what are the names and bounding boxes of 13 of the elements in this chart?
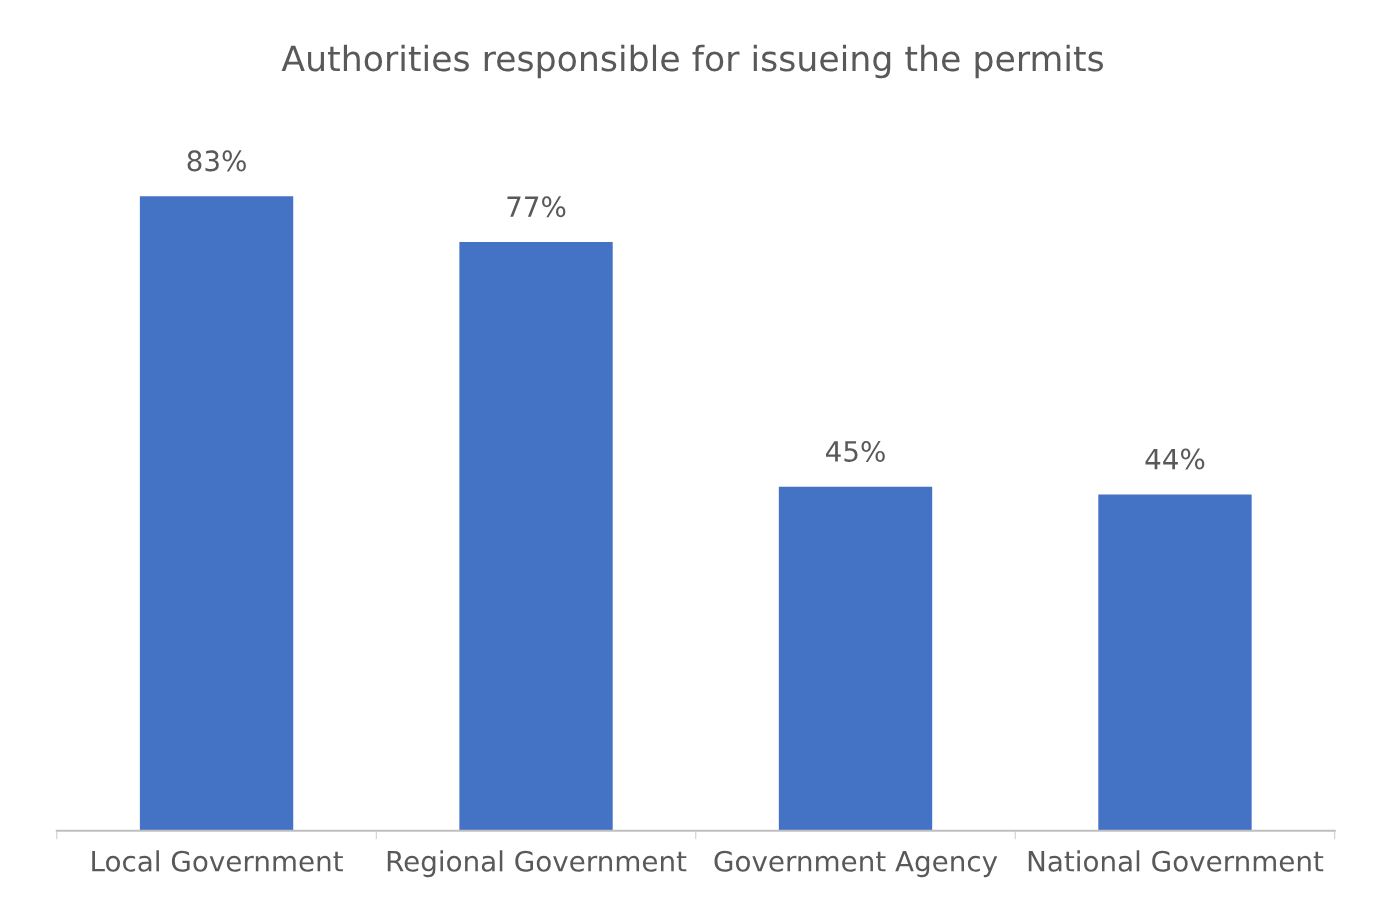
bar xyxy=(1098,494,1252,831)
x-tick-label: Government Agency xyxy=(714,850,998,878)
data-label: 77% xyxy=(507,196,566,218)
bar xyxy=(778,486,933,831)
data-label: 44% xyxy=(1145,448,1205,470)
x-tick-label: Local Government xyxy=(92,850,343,872)
data-label: 45% xyxy=(826,440,885,462)
x-tick-label: National Government xyxy=(1028,850,1324,872)
chart-title: Authorities responsible for issueing the permits xyxy=(281,44,1103,79)
data-label: 83% xyxy=(187,150,246,172)
bar xyxy=(139,196,294,831)
x-tick-label: Regional Government xyxy=(387,850,687,878)
bar xyxy=(459,242,613,831)
